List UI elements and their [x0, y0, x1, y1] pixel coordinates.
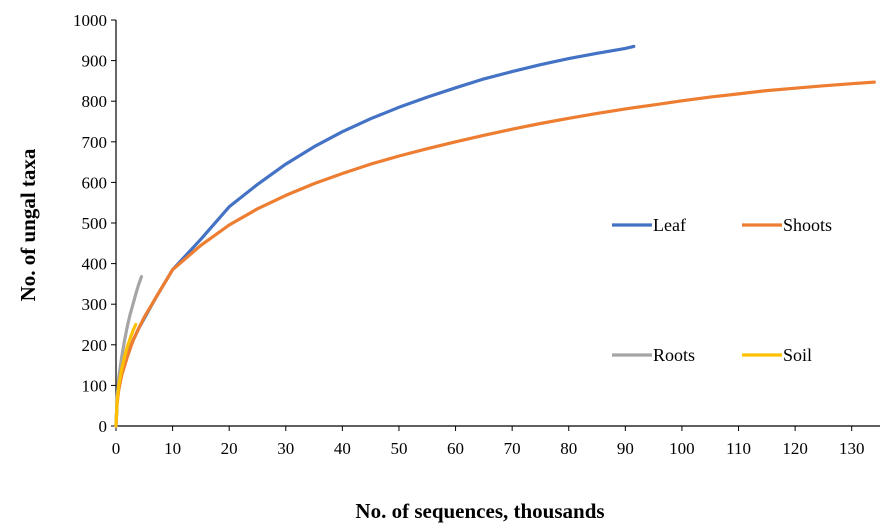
x-tick-label: 10	[164, 439, 181, 458]
legend-label: Soil	[783, 345, 812, 365]
x-tick-label: 40	[334, 439, 351, 458]
series-line-shoots	[114, 80, 876, 428]
series-line-leaf	[114, 44, 636, 428]
x-tick-label: 100	[669, 439, 695, 458]
legend-label: Leaf	[653, 215, 686, 235]
x-axis-title: No. of sequences, thousands	[355, 499, 604, 523]
x-axis-ticks: 0 10 20 30 40 50 60 70 80 90 100 110 120 130	[112, 426, 865, 458]
legend-item-soil: Soil	[742, 345, 812, 365]
y-tick-label: 0	[99, 417, 108, 436]
series-line-soil	[114, 322, 138, 428]
y-tick-label: 900	[82, 52, 108, 71]
legend-label: Shoots	[783, 215, 832, 235]
legend-item-shoots: Shoots	[742, 215, 832, 235]
y-axis-ticks: 0 100 200 300 400 500 600 700 800 900 1000	[73, 11, 116, 436]
x-tick-label: 30	[277, 439, 294, 458]
x-tick-label: 90	[617, 439, 634, 458]
y-tick-label: 1000	[73, 11, 107, 30]
legend-item-roots: Roots	[612, 345, 695, 365]
y-tick-label: 200	[82, 336, 108, 355]
x-tick-label: 60	[447, 439, 464, 458]
x-tick-label: 50	[390, 439, 407, 458]
x-tick-label: 120	[782, 439, 808, 458]
x-tick-label: 130	[839, 439, 865, 458]
series-layer	[114, 44, 876, 428]
legend-label: Roots	[653, 345, 695, 365]
legend: Leaf Shoots Roots Soil	[612, 215, 832, 365]
y-tick-label: 500	[82, 214, 108, 233]
y-tick-label: 800	[82, 92, 108, 111]
y-tick-label: 600	[82, 173, 108, 192]
y-tick-label: 300	[82, 295, 108, 314]
x-tick-label: 80	[560, 439, 577, 458]
x-tick-label: 20	[221, 439, 238, 458]
y-tick-label: 100	[82, 376, 108, 395]
x-tick-label: 0	[112, 439, 121, 458]
y-axis-title: No. of ungal taxa	[16, 148, 40, 301]
y-tick-label: 400	[82, 255, 108, 274]
legend-item-leaf: Leaf	[612, 215, 686, 235]
x-tick-label: 110	[726, 439, 751, 458]
x-tick-label: 70	[504, 439, 521, 458]
y-tick-label: 700	[82, 133, 108, 152]
